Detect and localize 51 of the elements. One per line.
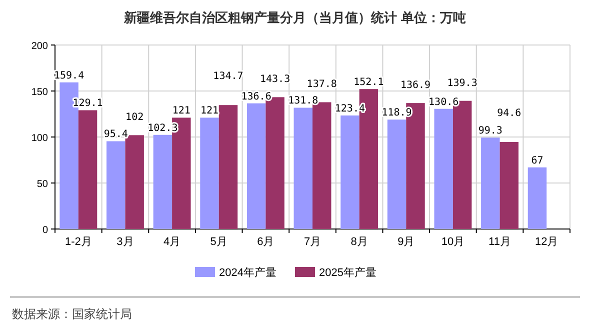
x-tick-label: 5月 <box>210 236 228 248</box>
y-tick-label: 50 <box>36 179 48 190</box>
data-label: 137.8 <box>306 79 337 90</box>
y-tick-label: 100 <box>31 133 48 144</box>
source-note: 数据来源：国家统计局 <box>12 307 132 321</box>
y-tick-label: 200 <box>31 41 48 52</box>
data-label: 152.1 <box>354 77 384 88</box>
legend-label: 2024年产量 <box>219 266 276 279</box>
bar <box>78 110 98 229</box>
data-label: 136.9 <box>400 80 431 92</box>
bar <box>294 108 312 229</box>
bar <box>434 108 453 229</box>
y-tick-label: 0 <box>42 225 48 236</box>
bar <box>340 115 360 229</box>
data-label: 143.3 <box>260 74 290 86</box>
bar <box>312 102 332 229</box>
x-tick-label: 6月 <box>257 236 274 248</box>
data-label: 130.6 <box>428 96 459 108</box>
bar <box>481 138 500 229</box>
data-label: 95.4 <box>104 129 128 140</box>
x-tick-label: 11月 <box>488 236 511 248</box>
bar <box>528 167 547 229</box>
y-tick-label: 150 <box>31 87 48 98</box>
data-label: 121 <box>200 106 219 117</box>
data-label: 139.3 <box>447 78 478 89</box>
x-tick-label: 8月 <box>350 236 368 248</box>
x-tick-label: 3月 <box>116 236 134 248</box>
data-label: 67 <box>531 155 544 166</box>
x-tick-label: 9月 <box>398 236 415 248</box>
bar <box>218 105 238 229</box>
data-label: 131.8 <box>288 96 318 107</box>
data-label: 134.7 <box>213 71 244 82</box>
data-label: 129.1 <box>72 98 103 110</box>
bar <box>500 142 518 229</box>
x-tick-label: 4月 <box>163 236 181 248</box>
bar <box>106 141 126 229</box>
bar <box>246 103 266 229</box>
x-tick-label: 10月 <box>441 236 465 248</box>
data-label: 99.3 <box>478 126 502 137</box>
x-tick-label: 12月 <box>534 236 558 248</box>
x-tick-label: 1-2月 <box>64 236 92 248</box>
bar <box>387 120 406 229</box>
chart-title: 新疆维吾尔自治区粗钢产量分月（当月值）统计 单位：万吨 <box>123 10 466 25</box>
data-label: 136.6 <box>241 91 272 102</box>
data-label: 102 <box>126 112 144 124</box>
bar <box>153 134 172 229</box>
legend-label: 2025年产量 <box>319 266 376 279</box>
data-label: 94.6 <box>497 108 522 119</box>
bar <box>200 118 219 229</box>
x-tick-label: 7月 <box>304 236 322 248</box>
data-label: 121 <box>172 106 190 117</box>
